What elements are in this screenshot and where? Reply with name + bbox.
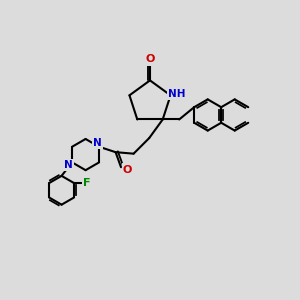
Text: N: N (93, 138, 102, 148)
Text: O: O (123, 165, 132, 175)
Text: N: N (64, 160, 73, 170)
Text: NH: NH (168, 89, 186, 99)
Text: F: F (83, 178, 91, 188)
Text: O: O (145, 54, 155, 64)
